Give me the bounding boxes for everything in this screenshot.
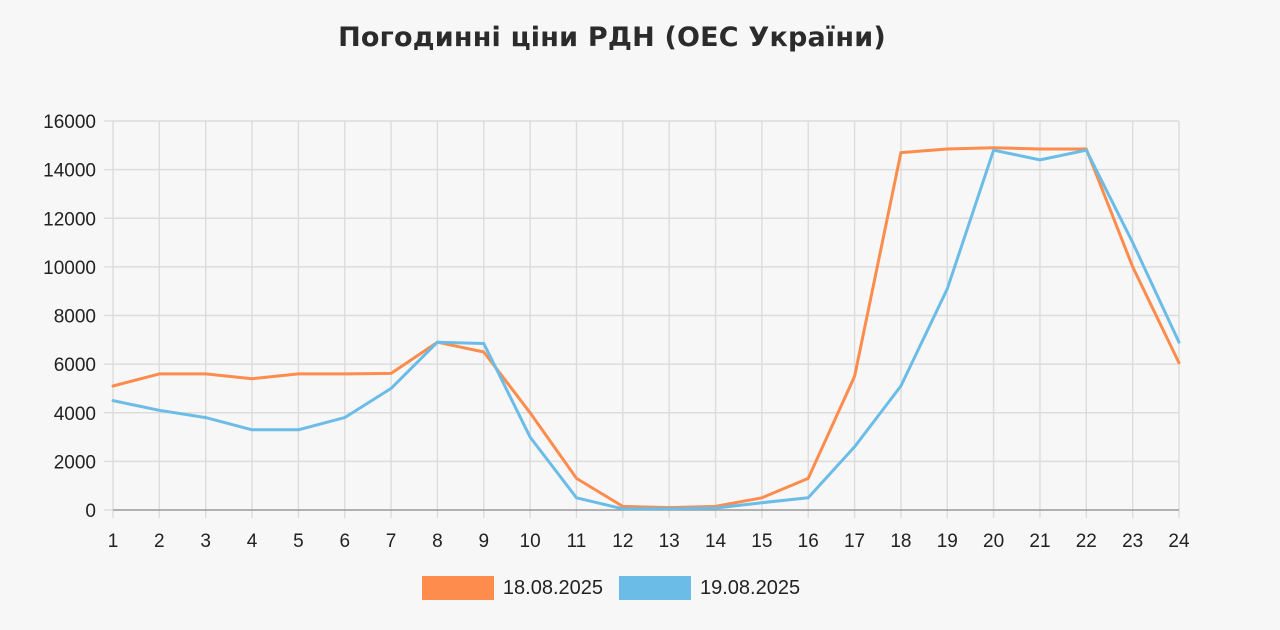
y-tick-label: 0: [85, 501, 96, 522]
legend-swatch: [619, 576, 691, 600]
x-tick-label: 7: [386, 531, 397, 552]
x-tick-label: 9: [478, 531, 489, 552]
series-line-2: [111, 148, 1181, 511]
x-tick-label: 23: [1122, 531, 1143, 552]
x-tick-label: 14: [705, 531, 727, 552]
series-lines: [111, 146, 1181, 511]
series-line-1: [111, 146, 1181, 510]
x-tick-label: 3: [200, 531, 211, 552]
x-tick-label: 10: [520, 531, 541, 552]
x-tick-label: 20: [983, 531, 1004, 552]
chart-title: Погодинні ціни РДН (ОЕС України): [338, 22, 886, 53]
x-tick-label: 18: [890, 531, 911, 552]
legend-label: 19.08.2025: [700, 576, 801, 599]
legend-item-1[interactable]: 18.08.2025: [421, 576, 603, 600]
x-tick-label: 22: [1076, 531, 1097, 552]
x-tick-label: 24: [1168, 531, 1190, 552]
x-tick-label: 15: [751, 531, 772, 552]
x-tick-label: 12: [612, 531, 633, 552]
y-tick-label: 16000: [43, 112, 96, 133]
legend-swatch: [421, 576, 494, 600]
x-tick-label: 1: [108, 531, 119, 552]
x-tick-label: 5: [293, 531, 304, 552]
y-tick-label: 4000: [54, 404, 96, 425]
y-tick-label: 2000: [54, 452, 96, 473]
x-tick-label: 4: [247, 531, 258, 552]
y-tick-label: 10000: [43, 258, 96, 279]
legend-item-2[interactable]: 19.08.2025: [619, 576, 800, 600]
y-tick-label: 14000: [43, 161, 96, 182]
y-tick-label: 8000: [54, 307, 96, 328]
x-tick-label: 8: [432, 531, 443, 552]
y-tick-label: 12000: [43, 209, 96, 230]
x-tick-label: 11: [567, 531, 587, 552]
x-tick-label: 16: [798, 531, 819, 552]
x-tick-label: 2: [154, 531, 165, 552]
x-tick-label: 17: [844, 531, 865, 552]
x-tick-label: 6: [339, 531, 350, 552]
x-tick-label: 21: [1029, 531, 1050, 552]
x-tick-label: 13: [659, 531, 680, 552]
legend-label: 18.08.2025: [502, 576, 603, 599]
legend: 18.08.2025 19.08.2025: [0, 576, 1222, 600]
grid: [104, 120, 1180, 518]
y-tick-label: 6000: [54, 355, 96, 376]
x-tick-label: 19: [937, 531, 958, 552]
